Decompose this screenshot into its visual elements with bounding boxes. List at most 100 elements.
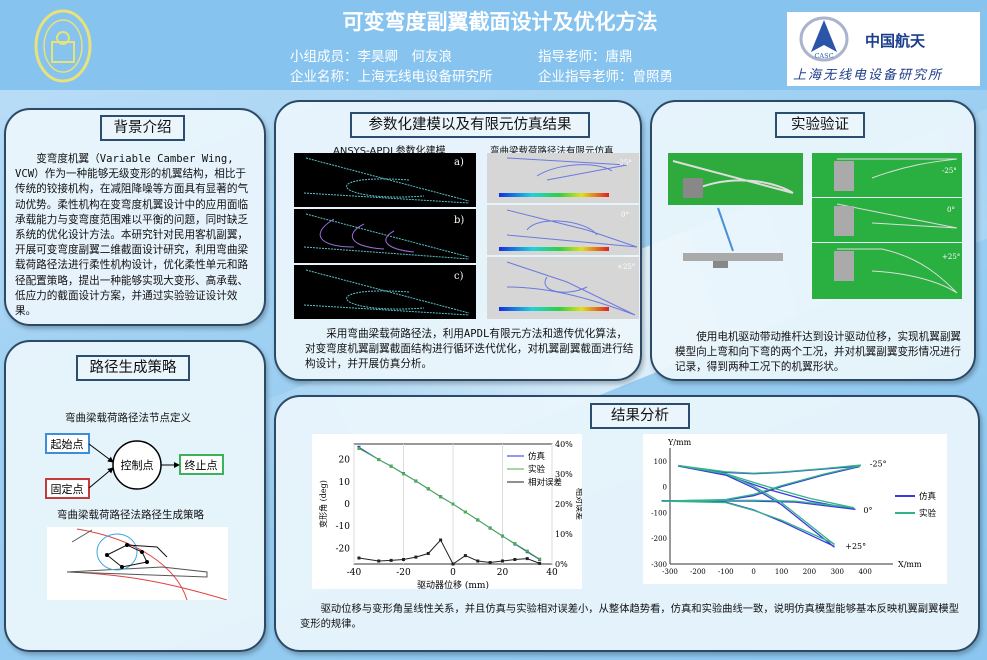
data-point bbox=[501, 559, 504, 563]
fem-result-minus25: -25° bbox=[487, 153, 639, 203]
data-point bbox=[525, 549, 529, 553]
wing-shape-chart: -300 -200 -100 0 100 200 300 400 -300 -200 -100 0 10… bbox=[643, 434, 947, 584]
y-tick-label: 0 bbox=[663, 484, 667, 492]
svg-text:-25°: -25° bbox=[942, 167, 957, 175]
y2-tick-label: 10% bbox=[555, 530, 573, 539]
x-axis-label: 驱动器位移 (mm) bbox=[417, 579, 489, 589]
data-point bbox=[389, 464, 393, 468]
legend-label: 仿真 bbox=[528, 451, 546, 462]
node-diagram: 起始点 固定点 控制点 终止点 bbox=[45, 433, 224, 499]
data-point bbox=[488, 526, 492, 530]
data-point bbox=[377, 559, 381, 563]
series-line-1 bbox=[358, 448, 540, 560]
data-point bbox=[426, 487, 430, 491]
company-name: 企业名称：上海无线电设备研究所 bbox=[290, 69, 493, 85]
svg-text:控制点: 控制点 bbox=[121, 458, 154, 472]
data-point bbox=[476, 518, 480, 522]
svg-text:0°: 0° bbox=[621, 211, 629, 219]
data-point bbox=[389, 558, 393, 562]
shape-curve-0 bbox=[661, 465, 860, 502]
x-tick-label: 0 bbox=[751, 568, 755, 576]
actuator-photo bbox=[683, 253, 783, 268]
x-tick-label: 200 bbox=[803, 568, 816, 576]
svg-text:终止点: 终止点 bbox=[185, 458, 218, 472]
series-line-2 bbox=[358, 539, 540, 565]
modeling-text: 采用弯曲梁载荷路径法，利用APDL有限元方法和遗传优化算法，对变弯度机翼副翼截面… bbox=[305, 328, 634, 371]
poster-title: 可变弯度副翼截面设计及优化方法 bbox=[342, 10, 658, 34]
background-title: 背景介绍 bbox=[100, 115, 185, 141]
data-point bbox=[525, 557, 529, 561]
svg-text:固定点: 固定点 bbox=[51, 482, 84, 496]
shape-annotation: -25° bbox=[870, 459, 887, 468]
svg-text:+25°: +25° bbox=[942, 253, 960, 261]
apdl-caption: ANSYS-APDL参数化建模 bbox=[333, 146, 446, 157]
background-text: 变弯度机翼（Variable Camber Wing, VCW）作为一种能够无级… bbox=[15, 153, 249, 318]
x-tick-label: -200 bbox=[690, 568, 706, 576]
angle-vs-displacement-chart: -40 -20 0 20 40 -20 -10 0 10 20 0% 10% 20% 30% 40% 驱动器位… bbox=[312, 434, 582, 589]
data-point bbox=[463, 510, 467, 514]
data-point bbox=[402, 558, 405, 561]
data-point bbox=[439, 495, 443, 499]
fem-result-0: 0° bbox=[487, 205, 639, 255]
x-tick-label: -300 bbox=[662, 568, 678, 576]
advisor: 指导老师：唐鼎 bbox=[538, 49, 633, 65]
data-point bbox=[501, 534, 504, 538]
svg-text:0°: 0° bbox=[947, 206, 955, 214]
casc-badge-text: CASC bbox=[814, 52, 833, 60]
photo-minus25: -25° bbox=[812, 153, 962, 197]
photo-plus25: +25° bbox=[812, 243, 962, 299]
y-tick-label: 20 bbox=[339, 456, 351, 466]
svg-text:b): b) bbox=[454, 215, 464, 226]
x-tick-label: 40 bbox=[546, 568, 558, 578]
photo-0: 0° bbox=[812, 198, 962, 242]
data-point bbox=[357, 446, 361, 450]
x-tick-label: -20 bbox=[396, 568, 411, 578]
svg-text:a): a) bbox=[454, 157, 464, 168]
data-point bbox=[357, 556, 361, 560]
shape-curve-1 bbox=[678, 464, 862, 474]
legend-label: 实验 bbox=[919, 508, 937, 519]
shape-curve-1 bbox=[661, 500, 835, 545]
poster-header: 可变弯度副翼截面设计及优化方法 小组成员：李昊卿 何友浪 指导老师：唐鼎 企业名… bbox=[0, 0, 987, 90]
strategy-caption: 弯曲梁载荷路径法路径生成策略 bbox=[57, 509, 204, 521]
x-tick-label: -100 bbox=[718, 568, 734, 576]
data-point bbox=[513, 558, 517, 561]
data-point bbox=[538, 557, 542, 561]
arrow-icon bbox=[717, 207, 734, 252]
y-axis-label: Y/mm bbox=[667, 438, 692, 447]
end-node bbox=[179, 454, 224, 475]
y2-tick-label: 30% bbox=[555, 470, 573, 479]
university-logo bbox=[34, 9, 92, 83]
node-definition-caption: 弯曲梁载荷路径法节点定义 bbox=[65, 412, 191, 424]
apdl-model-b: b) bbox=[294, 209, 476, 263]
x-tick-label: 300 bbox=[831, 568, 844, 576]
x-tick-label: 20 bbox=[497, 568, 509, 578]
data-point bbox=[414, 555, 418, 559]
fem-result-images: -25° 0° +25° bbox=[487, 153, 639, 319]
casc-logo: CASC 中国航天 上海无线电设备研究所 bbox=[787, 12, 980, 86]
company-advisor: 企业指导老师：曾照勇 bbox=[538, 69, 673, 85]
x-tick-label: -40 bbox=[347, 568, 362, 578]
x-tick-label: 400 bbox=[858, 568, 871, 576]
y-tick-label: 10 bbox=[339, 478, 351, 488]
data-point bbox=[538, 561, 542, 565]
experiment-text: 使用电机驱动带动推杆达到设计驱动位移，实现机翼副翼模型向上弯和向下弯的两个工况，… bbox=[675, 331, 962, 374]
path-strategy-diagram bbox=[47, 527, 228, 600]
y-tick-label: -100 bbox=[651, 509, 667, 517]
shape-curve-0 bbox=[678, 465, 835, 548]
path-title: 路径生成策略 bbox=[76, 355, 190, 381]
data-point bbox=[463, 554, 467, 558]
modeling-title: 参数化建模以及有限元仿真结果 bbox=[350, 112, 590, 138]
deformation-photos: -25° 0° +25° bbox=[812, 153, 962, 299]
y2-tick-label: 0% bbox=[555, 560, 568, 569]
x-axis-label: X/mm bbox=[898, 560, 922, 569]
fem-caption: 弯曲梁载荷路径法有限元仿真 bbox=[490, 146, 614, 157]
y-tick-label: 100 bbox=[654, 458, 667, 466]
apdl-model-c: c) bbox=[294, 265, 476, 319]
y2-tick-label: 20% bbox=[555, 500, 573, 509]
legend-label: 实验 bbox=[528, 464, 546, 475]
shape-curve-1 bbox=[661, 464, 862, 502]
team-members: 小组成员：李昊卿 何友浪 bbox=[290, 49, 452, 65]
data-point bbox=[451, 562, 455, 566]
svg-text:-25°: -25° bbox=[617, 159, 632, 167]
